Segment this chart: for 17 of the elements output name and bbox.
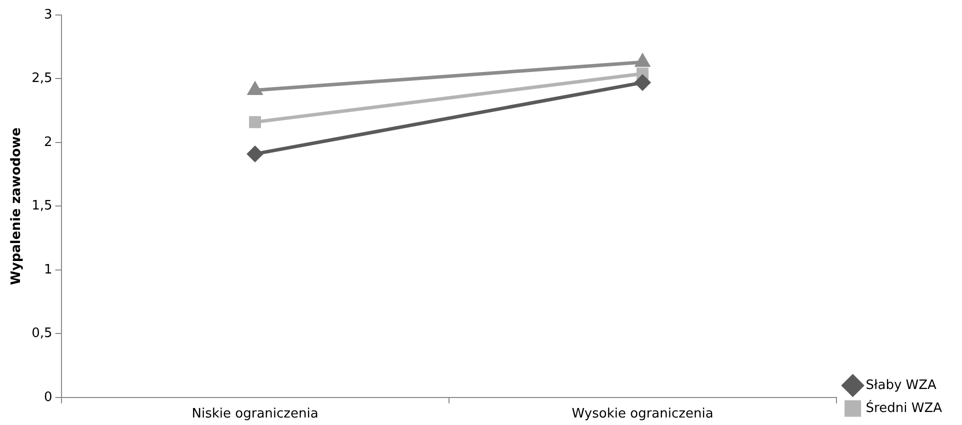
y-tick-label: 1,5 [32,198,52,214]
point [634,74,650,90]
y-axis-title: Wypalenie zawodowe [9,127,24,285]
point [249,116,262,128]
x-tick-label: Niskie ograniczenia [192,406,318,422]
y-tick-label: 2,5 [32,71,52,86]
y-tick-label: 0,5 [32,326,52,342]
point [247,146,263,162]
y-tick-label: 1 [44,262,52,278]
y-tick-label: 3 [44,7,52,22]
x-tick-label: Wysokie ograniczenia [572,406,714,422]
y-tick-label: 0 [44,390,52,405]
point [636,54,650,67]
y-tick-label: 2 [44,134,52,150]
legend-label: Średni WZA [866,398,942,416]
legend-label: Słaby WZA [866,378,937,393]
point [248,82,262,95]
